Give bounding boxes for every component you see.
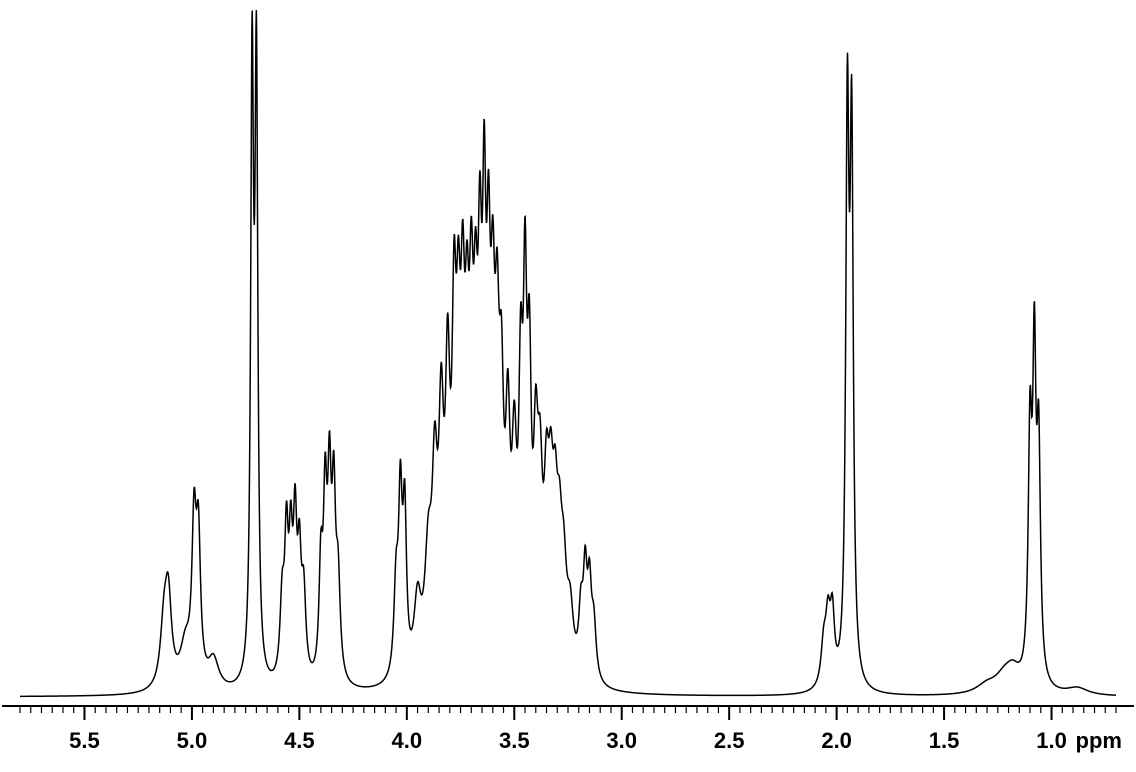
x-tick-label: 5.0	[177, 728, 208, 753]
x-tick-label: 2.5	[714, 728, 745, 753]
x-tick-label: 3.0	[606, 728, 637, 753]
x-tick-label: 3.5	[499, 728, 530, 753]
x-tick-label: 1.0	[1036, 728, 1067, 753]
x-tick-label: 1.5	[929, 728, 960, 753]
spectrum-svg: 5.5 5.0 4.5 4.0 3.5 3.0 2.5 2.0 1.5 1.0 ppm	[0, 0, 1136, 772]
nmr-spectrum-chart: 5.5 5.0 4.5 4.0 3.5 3.0 2.5 2.0 1.5 1.0 ppm	[0, 0, 1136, 772]
x-tick-label: 4.5	[284, 728, 315, 753]
x-axis-unit-label: ppm	[1076, 728, 1122, 753]
x-tick-label: 2.0	[821, 728, 852, 753]
x-tick-label: 5.5	[69, 728, 100, 753]
spectrum-trace	[20, 10, 1116, 696]
x-tick-label: 4.0	[392, 728, 423, 753]
x-axis-ticks	[20, 706, 1116, 720]
